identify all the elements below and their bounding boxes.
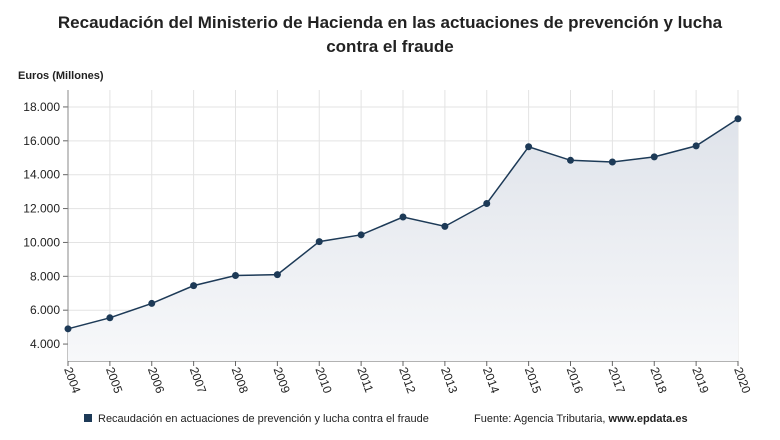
x-tick-label: 2005: [103, 365, 125, 395]
point: [357, 231, 365, 239]
x-tick-label: 2012: [396, 365, 418, 395]
y-tick-label: 4.000: [30, 337, 60, 351]
plot-area: 4.000 6.000 8.000 10.000 12.000 14.000 16.000 1…: [23, 90, 754, 395]
point: [608, 158, 616, 166]
x-tick-label: 2017: [606, 365, 628, 395]
x-tick-label: 2008: [229, 365, 251, 395]
x-tick-label: 2014: [480, 365, 502, 395]
point: [399, 213, 407, 221]
x-tick-label: 2020: [731, 365, 753, 395]
point: [232, 271, 239, 279]
point: [190, 282, 198, 290]
point: [315, 238, 323, 246]
legend-label: Recaudación en actuaciones de prevención…: [98, 413, 429, 425]
x-tick-label: 2015: [522, 365, 544, 395]
point: [567, 156, 574, 164]
x-tick-label: 2013: [438, 365, 460, 395]
x-tick-label: 2009: [271, 365, 293, 395]
point: [148, 299, 156, 307]
x-tick-label: 2004: [61, 365, 83, 395]
x-tick-label: 2019: [689, 365, 711, 395]
point: [734, 115, 742, 123]
y-tick-label: 8.000: [30, 269, 60, 283]
y-tick-label: 6.000: [30, 303, 60, 317]
source-label: Fuente: Agencia Tributaria,: [474, 413, 605, 425]
x-tick-label: 2016: [564, 365, 586, 395]
y-tick-label: 14.000: [23, 168, 60, 182]
y-tick-label: 18.000: [23, 100, 60, 114]
y-tick-label: 10.000: [23, 235, 60, 249]
chart-title: Recaudación del Ministerio de Hacienda e…: [58, 13, 723, 32]
area: [68, 118, 738, 361]
y-tick-label: 12.000: [23, 202, 60, 216]
point: [525, 143, 533, 151]
point: [273, 271, 281, 279]
point: [692, 142, 700, 150]
point: [64, 325, 72, 333]
point: [483, 199, 491, 207]
source-site: www.epdata.es: [608, 413, 688, 425]
x-tick-label: 2007: [187, 365, 209, 395]
legend-swatch: [84, 414, 92, 422]
source: Fuente: Agencia Tributaria, www.epdata.e…: [474, 413, 688, 425]
x-tick-label: 2011: [354, 365, 376, 394]
x-tick-label: 2006: [145, 365, 167, 395]
point: [441, 222, 449, 230]
point: [650, 153, 658, 161]
x-tick-label: 2018: [647, 365, 669, 395]
chart-title: contra el fraude: [326, 37, 454, 56]
y-axis-label: Euros (Millones): [18, 70, 104, 82]
y-tick-label: 16.000: [23, 134, 60, 148]
x-tick-label: 2010: [312, 365, 334, 395]
point: [106, 314, 114, 322]
